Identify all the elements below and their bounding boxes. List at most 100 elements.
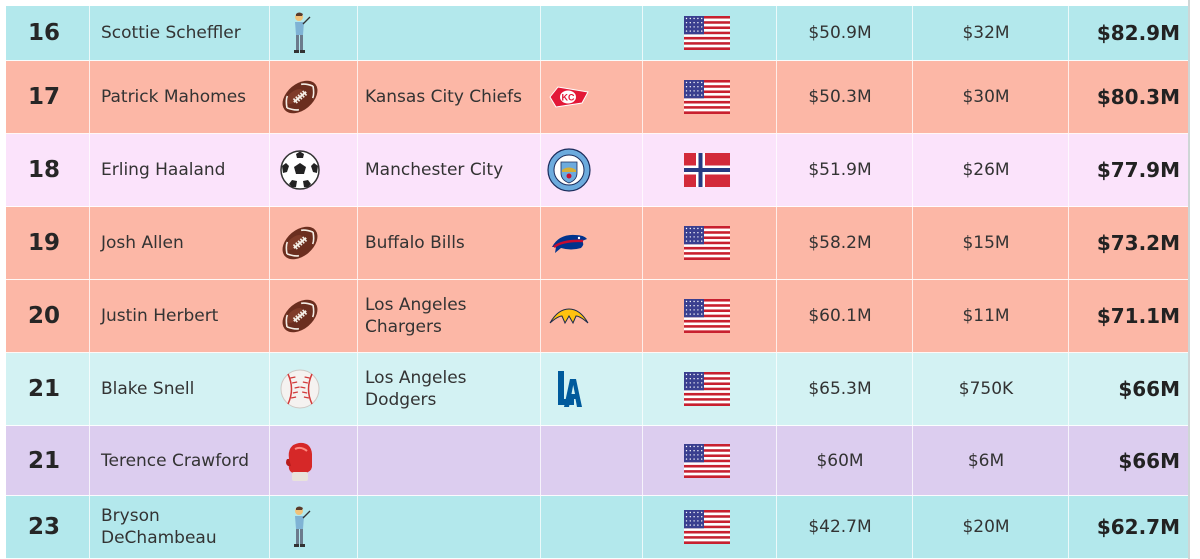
- column-divider: [642, 353, 643, 425]
- column-divider: [776, 496, 777, 558]
- team-name: [365, 496, 535, 558]
- total-earnings-cell: $66M: [1118, 448, 1180, 473]
- soccer-ball-icon: [274, 134, 326, 206]
- column-divider: [357, 280, 358, 352]
- salary-cell: $51.9M: [808, 160, 872, 180]
- team-logo: [542, 426, 596, 495]
- column-divider: [1068, 6, 1069, 60]
- column-divider: [89, 134, 90, 206]
- rank-cell: 17: [27, 84, 60, 110]
- column-divider: [89, 280, 90, 352]
- boxing-glove-icon: [274, 426, 326, 495]
- total-earnings-cell: $62.7M: [1096, 515, 1180, 539]
- table-row: 23 Bryson DeChambeau $42.7M $20M $62.7M: [6, 496, 1188, 559]
- usa-flag-icon: [682, 61, 732, 133]
- rank-cell: 20: [27, 303, 60, 329]
- athlete-name: Josh Allen: [101, 233, 184, 253]
- column-divider: [269, 426, 270, 495]
- table-row: 16 Scottie Scheffler $50.9M $32M $82.9M: [6, 6, 1188, 61]
- column-divider: [540, 353, 541, 425]
- column-divider: [912, 353, 913, 425]
- team-logo: [542, 496, 596, 558]
- rank-cell: 21: [27, 447, 60, 474]
- svg-text:KC: KC: [562, 93, 575, 103]
- rank-cell: 16: [27, 20, 60, 46]
- team-name: Los Angeles Dodgers: [365, 368, 467, 410]
- endorsements-cell: $750K: [958, 379, 1014, 399]
- column-divider: [1068, 280, 1069, 352]
- column-divider: [642, 496, 643, 558]
- column-divider: [357, 496, 358, 558]
- team-name: Manchester City: [365, 160, 504, 180]
- usa-flag-icon: [682, 496, 732, 558]
- rank-cell: 23: [27, 514, 60, 540]
- column-divider: [776, 61, 777, 133]
- total-earnings-cell: $80.3M: [1096, 85, 1180, 109]
- column-divider: [912, 280, 913, 352]
- column-divider: [776, 426, 777, 495]
- chiefs-logo: KC: [542, 61, 596, 133]
- bills-logo: [542, 207, 596, 279]
- column-divider: [776, 353, 777, 425]
- column-divider: [1068, 496, 1069, 558]
- usa-flag-icon: [682, 6, 732, 60]
- column-divider: [269, 280, 270, 352]
- column-divider: [269, 207, 270, 279]
- scroll-edge: [1188, 0, 1190, 559]
- usa-flag-icon: [682, 353, 732, 425]
- athlete-name: Blake Snell: [101, 379, 195, 399]
- athlete-name: Erling Haaland: [101, 160, 226, 180]
- golfer-icon: [274, 496, 326, 558]
- total-earnings-cell: $71.1M: [1096, 304, 1180, 328]
- column-divider: [642, 6, 643, 60]
- table-row: 21 Terence Crawford $60M $6M $66M: [6, 426, 1188, 496]
- column-divider: [1068, 207, 1069, 279]
- column-divider: [357, 6, 358, 60]
- column-divider: [776, 207, 777, 279]
- athlete-name: Scottie Scheffler: [101, 23, 241, 43]
- column-divider: [269, 134, 270, 206]
- athlete-name: Bryson DeChambeau: [101, 506, 217, 548]
- column-divider: [776, 280, 777, 352]
- salary-cell: $65.3M: [808, 379, 872, 399]
- column-divider: [357, 426, 358, 495]
- column-divider: [642, 426, 643, 495]
- column-divider: [1068, 61, 1069, 133]
- table-row: 20 Justin Herbert Los Angeles Chargers $…: [6, 280, 1188, 353]
- column-divider: [269, 61, 270, 133]
- golfer-icon: [274, 6, 326, 60]
- american-football-icon: [274, 207, 326, 279]
- endorsements-cell: $26M: [962, 160, 1010, 180]
- norway-flag-icon: [682, 134, 732, 206]
- column-divider: [642, 134, 643, 206]
- column-divider: [912, 6, 913, 60]
- column-divider: [776, 134, 777, 206]
- column-divider: [357, 353, 358, 425]
- column-divider: [912, 61, 913, 133]
- american-football-icon: [274, 61, 326, 133]
- baseball-icon: [274, 353, 326, 425]
- column-divider: [540, 280, 541, 352]
- athlete-name: Patrick Mahomes: [101, 87, 247, 107]
- column-divider: [89, 207, 90, 279]
- chargers-logo: [542, 280, 596, 352]
- athlete-name: Justin Herbert: [101, 306, 219, 326]
- column-divider: [540, 6, 541, 60]
- team-name: [365, 426, 535, 495]
- usa-flag-icon: [682, 207, 732, 279]
- table-row: 18 Erling Haaland Manchester City $51.9M…: [6, 134, 1188, 207]
- salary-cell: $58.2M: [808, 233, 872, 253]
- column-divider: [912, 426, 913, 495]
- team-logo: [542, 6, 596, 60]
- endorsements-cell: $30M: [962, 87, 1010, 107]
- column-divider: [269, 6, 270, 60]
- column-divider: [776, 6, 777, 60]
- rank-cell: 19: [27, 230, 60, 256]
- athlete-earnings-table: 16 Scottie Scheffler $50.9M $32M $82.9M …: [6, 0, 1188, 559]
- column-divider: [912, 134, 913, 206]
- usa-flag-icon: [682, 280, 732, 352]
- endorsements-cell: $6M: [967, 450, 1005, 471]
- athlete-name: Terence Crawford: [101, 450, 250, 471]
- dodgers-logo: [542, 353, 596, 425]
- column-divider: [540, 426, 541, 495]
